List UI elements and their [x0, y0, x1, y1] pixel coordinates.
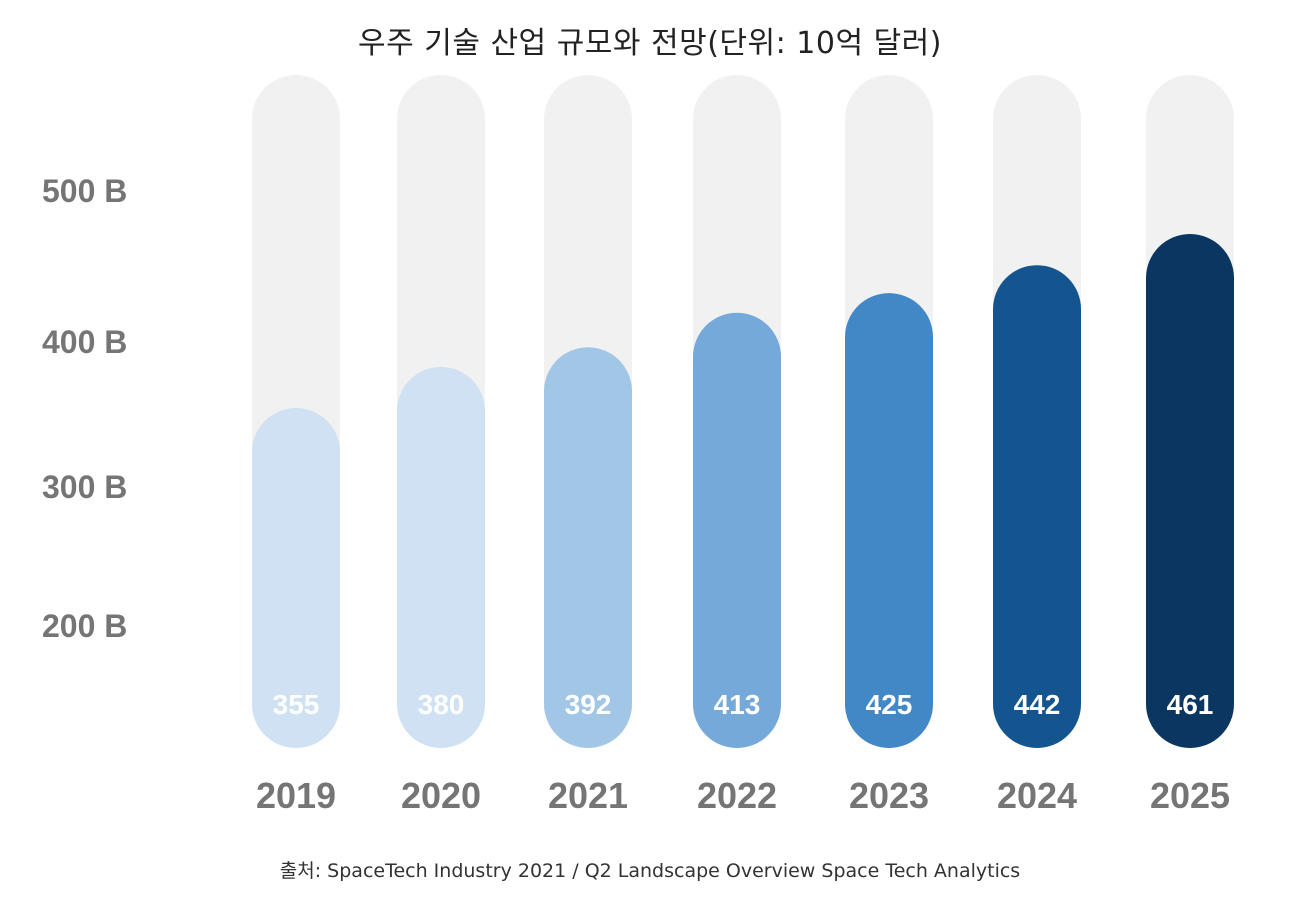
data-label: 413: [714, 689, 761, 720]
x-tick-label: 2019: [256, 775, 336, 816]
data-labels: 355 380 392 413 425 442 461: [273, 689, 1214, 720]
x-axis-ticks: 2019 2020 2021 2022 2023 2024 2025: [256, 775, 1230, 816]
bar-2021: [544, 347, 632, 748]
data-label: 380: [418, 689, 465, 720]
x-tick-label: 2021: [548, 775, 628, 816]
y-tick-label: 500 B: [42, 173, 127, 209]
data-label: 425: [866, 689, 913, 720]
bar-2020: [397, 366, 485, 748]
x-tick-label: 2024: [997, 775, 1077, 816]
bar-2025: [1146, 234, 1234, 748]
bar-2019: [252, 408, 340, 748]
x-tick-label: 2022: [697, 775, 777, 816]
bars: [252, 234, 1234, 748]
data-label: 461: [1167, 689, 1214, 720]
y-axis-ticks: 200 B 300 B 400 B 500 B: [42, 173, 127, 644]
bar-2023: [845, 293, 933, 748]
x-tick-label: 2020: [401, 775, 481, 816]
y-tick-label: 300 B: [42, 469, 127, 505]
y-tick-label: 400 B: [42, 324, 127, 360]
bar-2024: [993, 265, 1081, 748]
data-label: 355: [273, 689, 320, 720]
source-note: 출처: SpaceTech Industry 2021 / Q2 Landsca…: [279, 860, 1021, 882]
chart-title: 우주 기술 산업 규모와 전망(단위: 10억 달러): [357, 26, 942, 61]
data-label: 392: [565, 689, 612, 720]
x-tick-label: 2023: [849, 775, 929, 816]
data-label: 442: [1014, 689, 1061, 720]
bar-2022: [693, 312, 781, 748]
x-tick-label: 2025: [1150, 775, 1230, 816]
y-tick-label: 200 B: [42, 608, 127, 644]
